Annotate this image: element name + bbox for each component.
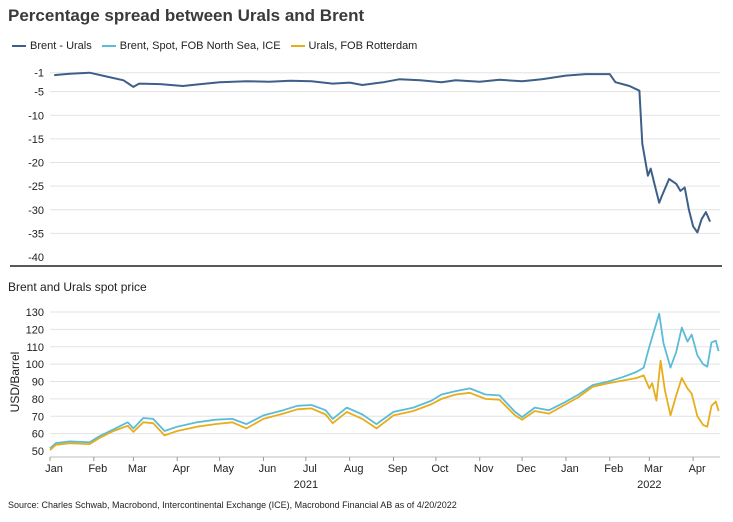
x-tick-label: May — [213, 463, 234, 475]
top-y-tick-label: -10 — [28, 110, 44, 122]
y-axis-title: USD/Barrel — [8, 352, 22, 413]
legend-swatch-brent — [101, 45, 116, 47]
bottom-y-tick-label: 80 — [32, 394, 44, 406]
x-tick-label: Aug — [344, 463, 364, 475]
top-y-tick-label: -20 — [28, 158, 44, 170]
x-tick-label: Jan — [45, 463, 63, 475]
bottom-y-tick-label: 130 — [26, 307, 44, 319]
legend-item-brent: Brent, Spot, FOB North Sea, ICE — [101, 40, 281, 52]
legend-label-brent: Brent, Spot, FOB North Sea, ICE — [119, 40, 281, 52]
top-y-tick-label: -40 — [28, 252, 44, 264]
x-tick-label: Oct — [431, 463, 448, 475]
series-line-brent — [49, 312, 720, 450]
lower-chart-title: Brent and Urals spot price — [8, 280, 147, 294]
x-tick-label: Jan — [561, 463, 579, 475]
bottom-y-tick-label: 120 — [26, 324, 44, 336]
top-y-tick-label: -25 — [28, 181, 44, 193]
x-year-label: 2021 — [294, 479, 318, 491]
top-y-tick-label: -15 — [28, 134, 44, 146]
bottom-y-tick-label: 100 — [26, 359, 44, 371]
x-tick-label: Feb — [604, 463, 623, 475]
x-tick-label: Dec — [516, 463, 536, 475]
bottom-y-tick-label: 90 — [32, 377, 44, 389]
bottom-y-tick-label: 60 — [32, 429, 44, 441]
legend-label-brent-urals: Brent - Urals — [30, 40, 92, 52]
x-year-label: 2022 — [637, 479, 661, 491]
x-tick-label: Apr — [689, 463, 706, 475]
x-tick-label: Mar — [128, 463, 147, 475]
x-tick-label: Apr — [173, 463, 190, 475]
top-y-tick-label: -1 — [34, 68, 44, 80]
legend-label-urals: Urals, FOB Rotterdam — [308, 40, 418, 52]
bottom-y-tick-label: 50 — [32, 446, 44, 458]
x-tick-label: Jul — [303, 463, 317, 475]
bottom-y-tick-label: 110 — [26, 342, 44, 354]
chart-title: Percentage spread between Urals and Bren… — [8, 6, 365, 25]
series-line-brent-urals-spread — [54, 71, 712, 234]
top-y-tick-label: -35 — [28, 228, 44, 240]
x-tick-label: Nov — [474, 463, 494, 475]
source-note: Source: Charles Schwab, Macrobond, Inter… — [8, 500, 457, 510]
bottom-y-tick-label: 70 — [32, 411, 44, 423]
x-tick-label: Sep — [388, 463, 408, 475]
top-y-tick-label: -5 — [34, 87, 44, 99]
legend: Brent - Urals Brent, Spot, FOB North Sea… — [12, 40, 417, 52]
legend-item-urals: Urals, FOB Rotterdam — [290, 40, 418, 52]
top-y-tick-label: -30 — [28, 205, 44, 217]
legend-swatch-urals — [290, 45, 305, 47]
legend-item-brent-urals: Brent - Urals — [12, 40, 92, 52]
series-line-urals — [49, 359, 720, 451]
x-tick-label: Jun — [259, 463, 277, 475]
x-tick-label: Mar — [644, 463, 663, 475]
x-tick-label: Feb — [88, 463, 107, 475]
legend-swatch-brent-urals — [12, 45, 26, 47]
